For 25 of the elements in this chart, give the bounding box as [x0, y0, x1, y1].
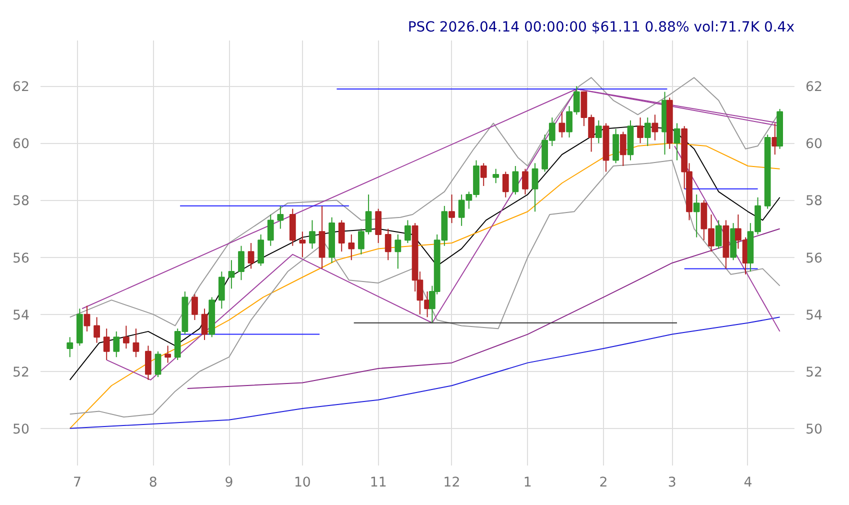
y2-tick-label: 58	[806, 194, 822, 210]
y2-tick-label: 50	[806, 422, 822, 438]
chart-title: PSC 2026.04.14 00:00:00 $61.11 0.88% vol:71.7K 0.4x	[408, 20, 795, 36]
y-tick-label: 60	[12, 137, 30, 152]
x-tick-label: 12	[443, 476, 460, 490]
y-tick-label: 56	[12, 251, 30, 266]
y2-tick-label: 54	[806, 308, 822, 324]
y-tick-label: 50	[12, 422, 30, 438]
y2-tick-label: 52	[806, 365, 822, 380]
y2-tick-label: 62	[806, 80, 822, 96]
x-tick-label: 11	[370, 476, 387, 490]
x-tick-label: 9	[224, 476, 234, 490]
x-tick-label: 4	[744, 476, 752, 490]
y2-tick-label: 56	[806, 251, 822, 266]
x-tick-label: 7	[72, 476, 82, 490]
x-tick-label: 3	[668, 476, 676, 490]
y2-tick-label: 60	[806, 137, 822, 152]
y-tick-label: 58	[12, 194, 30, 210]
y-tick-label: 52	[12, 365, 30, 380]
x-tick-label: 2	[599, 476, 608, 490]
x-tick-label: 8	[148, 476, 158, 490]
y-tick-label: 62	[12, 80, 30, 96]
y-tick-label: 54	[12, 308, 30, 324]
x-tick-label: 10	[294, 476, 311, 490]
x-tick-label: 1	[523, 476, 532, 490]
